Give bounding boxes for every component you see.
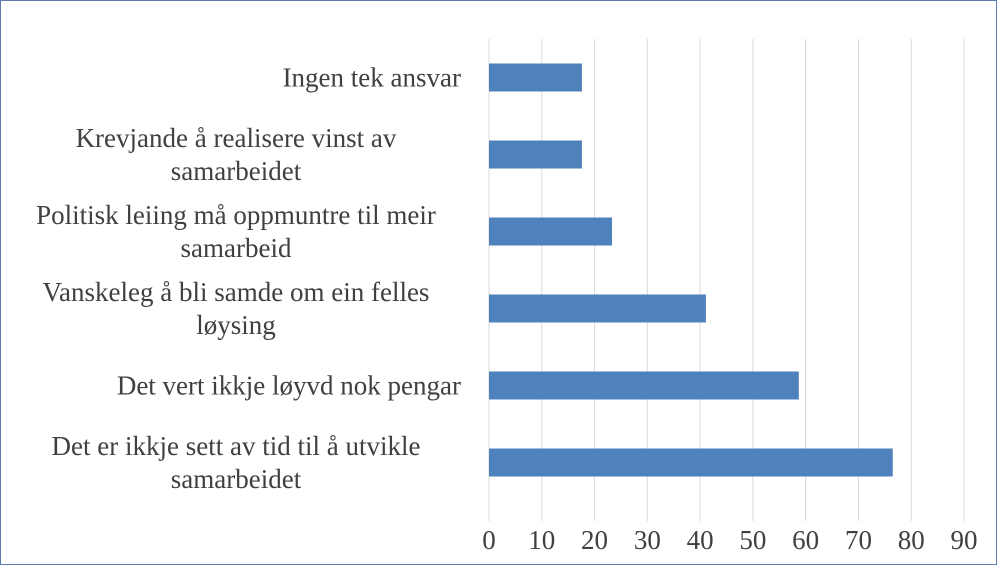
bar <box>489 217 612 246</box>
y-tick-label: Krevjande å realisere vinst av samarbeid… <box>75 122 397 186</box>
x-tick-label: 0 <box>482 525 496 555</box>
x-tick-label: 80 <box>898 525 925 555</box>
bar <box>489 371 799 400</box>
x-tick-label: 50 <box>739 525 766 555</box>
y-tick-label: Det er ikkje sett av tid til å utvikle s… <box>51 430 421 494</box>
bar <box>489 140 582 169</box>
y-tick-label: Vanskeleg å bli samde om ein felles løys… <box>42 276 430 340</box>
y-tick-label: Det vert ikkje løyvd nok pengar <box>116 370 461 400</box>
y-tick-label: Ingen tek ansvar <box>282 62 461 92</box>
x-tick-label: 30 <box>634 525 661 555</box>
bar <box>489 63 582 92</box>
y-tick-label: Politisk leiing må oppmuntre til meir sa… <box>36 199 436 263</box>
x-tick-label: 90 <box>951 525 978 555</box>
x-tick-label: 20 <box>581 525 608 555</box>
bar <box>489 448 893 477</box>
x-tick-label: 40 <box>687 525 714 555</box>
x-tick-label: 60 <box>792 525 819 555</box>
x-tick-label: 10 <box>528 525 555 555</box>
bar <box>489 294 706 323</box>
x-tick-label: 70 <box>845 525 872 555</box>
